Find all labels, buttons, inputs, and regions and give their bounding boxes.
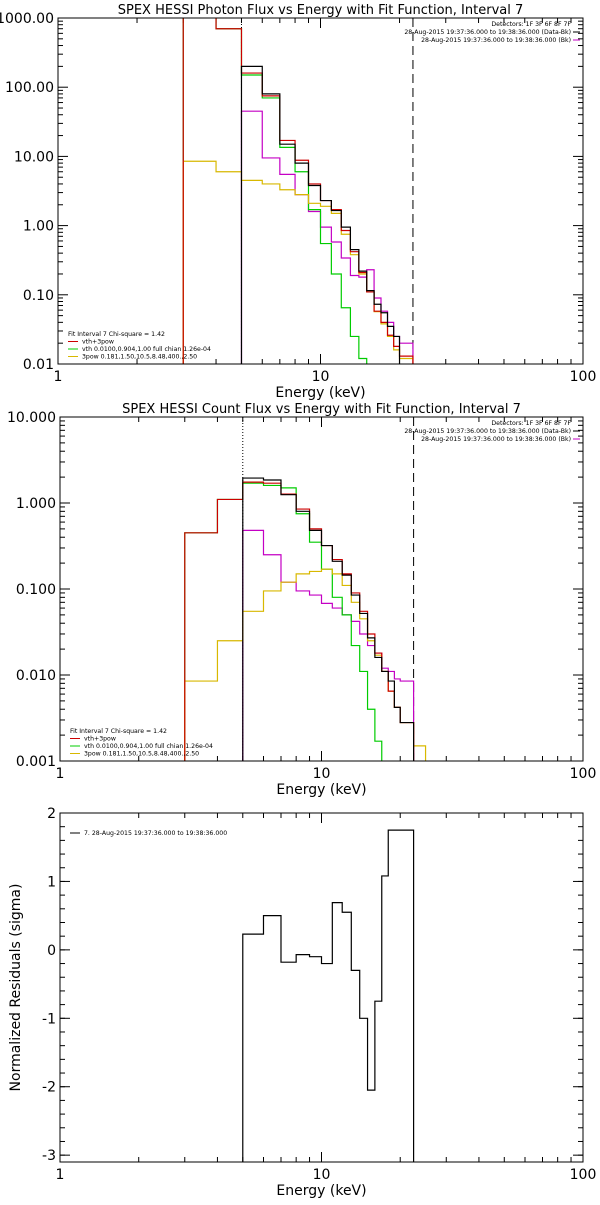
count-data-series bbox=[242, 477, 415, 761]
photon-plot-frame bbox=[57, 17, 584, 365]
photon-y-tick-label: 1.00 bbox=[23, 219, 54, 235]
photon-y-tick-label: 0.10 bbox=[23, 288, 54, 304]
count-chart: SPEX HESSI Count Flux vs Energy with Fit… bbox=[7, 402, 596, 798]
residuals-y-axis-label: Normalized Residuals (sigma) bbox=[8, 884, 24, 1092]
photon-y-tick-label: 100.00 bbox=[5, 80, 54, 96]
count-title: SPEX HESSI Count Flux vs Energy with Fit… bbox=[122, 402, 521, 417]
count-legend-line: vth 0.0100,0.904,1.00 full chian 1.26e-0… bbox=[84, 743, 213, 750]
residuals-y-tick-label: -2 bbox=[42, 1080, 56, 1096]
count-y-tick-label: 0.001 bbox=[16, 754, 56, 770]
photon-header-line: Detectors: 1F 3F 6F 8F 7F bbox=[491, 21, 571, 28]
count-legend-line: Fit Interval 7 Chi-square = 1.42 bbox=[70, 728, 167, 735]
photon-chart: SPEX HESSI Photon Flux vs Energy with Fi… bbox=[0, 3, 597, 401]
photon-x-minor-ticks bbox=[136, 18, 572, 364]
residuals-chart: 1 10 100 -3 -2 -1 0 1 2 Energy (keV) Normalized Re… bbox=[8, 806, 596, 1199]
residuals-legend-line: 7. 28-Aug-2015 19:37:36.000 to 19:38:36.… bbox=[84, 830, 227, 837]
residuals-y-tick-label: 2 bbox=[47, 806, 56, 822]
residuals-y-tick-label: -3 bbox=[42, 1148, 56, 1164]
photon-legend-line: vth 0.0100,0.904,1.00 full chian 1.26e-0… bbox=[82, 346, 211, 353]
photon-header-line: 28-Aug-2015 19:37:36.000 to 19:38:36.000… bbox=[421, 37, 571, 44]
residuals-y-tick-label: -1 bbox=[42, 1011, 56, 1027]
residuals-x-tick-label: 1 bbox=[56, 1167, 65, 1183]
residuals-plot-area bbox=[242, 829, 415, 1162]
residuals-x-minor-ticks bbox=[138, 813, 572, 1162]
count-y-tick-label: 10.000 bbox=[7, 410, 56, 426]
photon-y-tick-label: 1000.00 bbox=[0, 11, 54, 27]
residuals-y-tick-label: 0 bbox=[47, 943, 56, 959]
residuals-x-tick-label: 10 bbox=[313, 1167, 331, 1183]
count-legend-line: vth+3pow bbox=[84, 736, 116, 743]
photon-legend-line: 3pow 0.181,1.50,10.5,8.48,400.,2.50 bbox=[82, 354, 197, 361]
count-total-series bbox=[184, 481, 415, 761]
count-header-line: 28-Aug-2015 19:37:36.000 to 19:38:36.000… bbox=[421, 436, 571, 443]
photon-pow-series bbox=[182, 160, 414, 364]
count-legend-line: 3pow 0.181,1.50,10.5,8.48,400.,2.50 bbox=[84, 751, 199, 758]
count-vth-series bbox=[184, 482, 383, 761]
photon-vth-series bbox=[182, 18, 368, 364]
photon-legend-line: vth+3pow bbox=[82, 339, 114, 346]
photon-x-axis-label: Energy (keV) bbox=[275, 385, 365, 401]
residuals-x-axis-label: Energy (keV) bbox=[276, 1183, 366, 1199]
photon-y-minor-ticks bbox=[58, 20, 583, 344]
count-y-tick-label: 0.010 bbox=[16, 668, 56, 684]
residual-series bbox=[242, 829, 415, 1162]
count-header-line: Detectors: 1F 3F 6F 8F 7F bbox=[491, 420, 571, 427]
count-x-minor-ticks bbox=[138, 417, 572, 761]
photon-x-tick-label: 100 bbox=[570, 369, 597, 385]
count-x-tick-label: 10 bbox=[313, 766, 331, 782]
photon-x-tick-label: 1 bbox=[54, 369, 63, 385]
count-x-tick-label: 1 bbox=[56, 766, 65, 782]
photon-title: SPEX HESSI Photon Flux vs Energy with Fi… bbox=[118, 3, 524, 18]
count-y-tick-label: 0.100 bbox=[16, 582, 56, 598]
photon-bkg-series bbox=[240, 110, 414, 364]
count-pow-series bbox=[184, 568, 427, 761]
photon-y-tick-label: 10.00 bbox=[14, 149, 54, 165]
count-bkg-series bbox=[242, 529, 415, 761]
count-y-minor-ticks bbox=[60, 420, 583, 736]
photon-data-series bbox=[240, 65, 401, 364]
photon-header-line: 28-Aug-2015 19:37:36.000 to 19:38:36.000… bbox=[404, 29, 571, 36]
residuals-y-minor-ticks bbox=[60, 812, 583, 1156]
residuals-y-tick-label: 1 bbox=[47, 874, 56, 890]
photon-total-series bbox=[182, 18, 414, 364]
photon-x-tick-label: 10 bbox=[312, 369, 330, 385]
count-y-tick-label: 1.000 bbox=[16, 496, 56, 512]
count-plot-frame bbox=[59, 416, 584, 762]
count-plot-area bbox=[184, 417, 427, 761]
residuals-x-tick-label: 100 bbox=[570, 1167, 597, 1183]
photon-y-tick-label: 0.01 bbox=[23, 357, 54, 373]
photon-plot-area bbox=[182, 18, 414, 364]
count-x-axis-label: Energy (keV) bbox=[276, 782, 366, 798]
count-x-tick-label: 100 bbox=[570, 766, 597, 782]
photon-legend-line: Fit Interval 7 Chi-square = 1.42 bbox=[68, 331, 165, 338]
count-header-line: 28-Aug-2015 19:37:36.000 to 19:38:36.000… bbox=[404, 428, 571, 435]
residuals-plot-frame bbox=[59, 812, 584, 1163]
